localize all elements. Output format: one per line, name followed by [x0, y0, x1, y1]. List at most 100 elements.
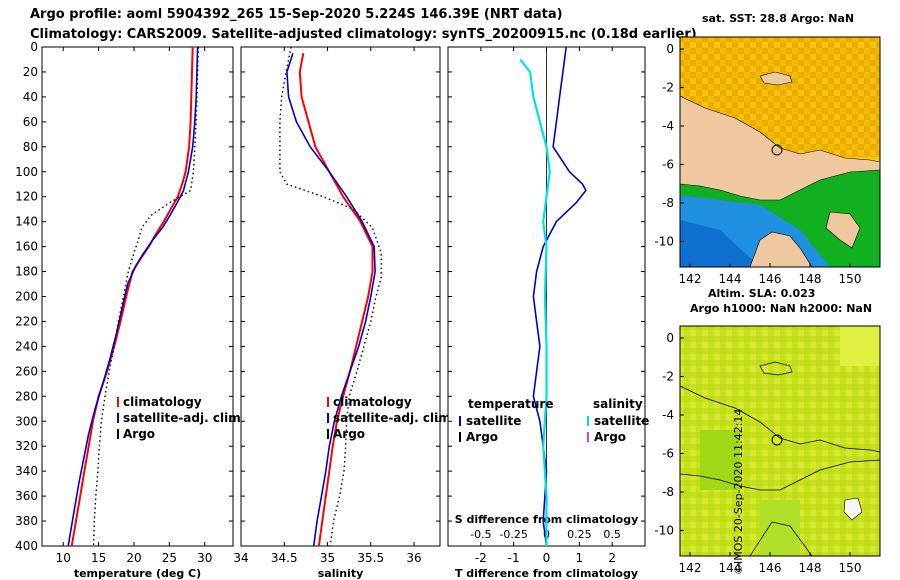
map-y-tick-label: -8 — [662, 196, 674, 210]
y-tick-label: 300 — [15, 414, 38, 428]
map-y-tick-label: 0 — [666, 331, 674, 345]
sst-map-title: sat. SST: 28.8 Argo: NaN — [702, 12, 855, 25]
map-x-tick-label: 146 — [759, 561, 782, 575]
map-y-tick-label: -4 — [662, 119, 674, 133]
map-x-tick-label: 148 — [799, 561, 822, 575]
sla-map — [680, 326, 880, 556]
map-y-tick-label: -10 — [654, 524, 674, 538]
series-salinity-satellite — [519, 58, 551, 546]
x-tick-label: 35.5 — [357, 551, 384, 565]
map-x-tick-label: 144 — [719, 561, 742, 575]
land-peninsula — [825, 211, 861, 249]
y-tick-label: 200 — [15, 290, 38, 304]
map-x-tick-label: 150 — [839, 561, 862, 575]
y-tick-label: 80 — [23, 140, 38, 154]
map-y-tick-label: -2 — [662, 81, 674, 95]
plot-frame — [240, 46, 441, 547]
series-argo — [92, 46, 199, 547]
series-satellite-adj-clim- — [286, 52, 376, 547]
x-tick-label: -1 — [508, 551, 520, 565]
legend-label: Argo — [123, 427, 155, 441]
series-satellite-adj-clim- — [67, 46, 199, 547]
panel-salinity: 34 34.5 35 35.5 36 salinity climatology satelli… — [233, 46, 455, 580]
legend-label: climatology — [333, 395, 412, 409]
map-y-tick-label: -2 — [662, 370, 674, 384]
secondary-tick-label: 0.5 — [603, 528, 621, 541]
x-axis-label: temperature (deg C) — [74, 567, 201, 580]
x-tick-label: 15 — [91, 551, 106, 565]
map-y-tick-label: -10 — [654, 235, 674, 249]
map-x-tick-label: 148 — [799, 272, 822, 286]
sla-map-title-line1: Altim. SLA: 0.023 — [708, 287, 816, 300]
y-tick-label: 280 — [15, 389, 38, 403]
sla-map-title-line2: Argo h1000: NaN h2000: NaN — [690, 302, 873, 315]
series-argo — [279, 46, 382, 547]
map-y-tick-label: 0 — [666, 42, 674, 56]
x-axis-label: salinity — [318, 567, 364, 580]
map-x-tick-label: 146 — [759, 272, 782, 286]
y-tick-label: 220 — [15, 314, 38, 328]
x-tick-label: 0 — [543, 551, 551, 565]
figure-title-line2: Climatology: CARS2009. Satellite-adjuste… — [30, 27, 697, 42]
legend-label: Argo — [333, 427, 365, 441]
figure-title-line1: Argo profile: aoml 5904392_265 15-Sep-20… — [30, 7, 563, 22]
x-tick-label: 36 — [406, 551, 421, 565]
y-tick-label: 0 — [30, 40, 38, 54]
map-y-tick-label: -6 — [662, 447, 674, 461]
y-tick-label: 180 — [15, 265, 38, 279]
y-tick-label: 260 — [15, 364, 38, 378]
legend-label: satellite-adj. clim. — [333, 411, 455, 425]
y-tick-label: 240 — [15, 339, 38, 353]
map-x-tick-label: 142 — [679, 561, 702, 575]
x-tick-label: 35 — [320, 551, 335, 565]
credit-text: ©IMOS 20-Sep-2020 11:42:14 — [731, 408, 745, 575]
y-tick-label: 40 — [23, 90, 38, 104]
plot-frame — [41, 46, 234, 547]
secondary-tick-label: -0.5 — [470, 528, 491, 541]
x-tick-label: 2 — [608, 551, 616, 565]
map-y-tick-label: -4 — [662, 408, 674, 422]
map-x-tick-label: 142 — [679, 272, 702, 286]
map-y-tick-label: -6 — [662, 158, 674, 172]
y-tick-label: 120 — [15, 190, 38, 204]
map-x-tick-label: 150 — [839, 272, 862, 286]
y-tick-label: 360 — [15, 489, 38, 503]
map-x-tick-label: 144 — [719, 272, 742, 286]
legend-label: satellite-adj. clim. — [123, 411, 245, 425]
panel-temperature: 0 20 40 60 80 100 120 140 160 180 200 220 240 260 280 3… — [15, 40, 245, 580]
secondary-tick-label: 0.25 — [567, 528, 592, 541]
land-island — [759, 71, 793, 86]
x-tick-label: 1 — [576, 551, 584, 565]
series-climatology — [298, 53, 374, 547]
y-tick-label: 20 — [23, 65, 38, 79]
x-tick-label: 34.5 — [271, 551, 298, 565]
sst-map — [680, 37, 880, 267]
y-tick-label: 60 — [23, 115, 38, 129]
legend-title-salinity: salinity — [593, 397, 643, 411]
x-axis-label: T difference from climatology — [455, 567, 638, 580]
y-tick-label: 100 — [15, 165, 38, 179]
y-tick-label: 160 — [15, 240, 38, 254]
y-tick-label: 340 — [15, 464, 38, 478]
x-tick-label: 34 — [233, 551, 248, 565]
y-tick-label: 320 — [15, 439, 38, 453]
land-australia-tip — [749, 231, 813, 267]
legend-label: satellite — [466, 414, 521, 428]
x-tick-label: 10 — [56, 551, 71, 565]
secondary-tick-label: -0.25 — [499, 528, 527, 541]
y-tick-label: 400 — [15, 539, 38, 553]
x-tick-label: 25 — [162, 551, 177, 565]
map-y-tick-label: -8 — [662, 485, 674, 499]
y-tick-label: 140 — [15, 215, 38, 229]
legend-label: satellite — [594, 414, 649, 428]
land-mass-main — [680, 95, 880, 201]
legend-label: Argo — [466, 430, 498, 444]
legend-title-temperature: temperature — [468, 397, 553, 411]
panel-difference: -2 -1 0 1 2 T difference from climatology -0.5… — [447, 46, 649, 580]
x-tick-label: 30 — [197, 551, 212, 565]
legend-label: Argo — [594, 430, 626, 444]
x-tick-label: -2 — [475, 551, 487, 565]
legend-label: climatology — [123, 395, 202, 409]
x-tick-label: 20 — [126, 551, 141, 565]
